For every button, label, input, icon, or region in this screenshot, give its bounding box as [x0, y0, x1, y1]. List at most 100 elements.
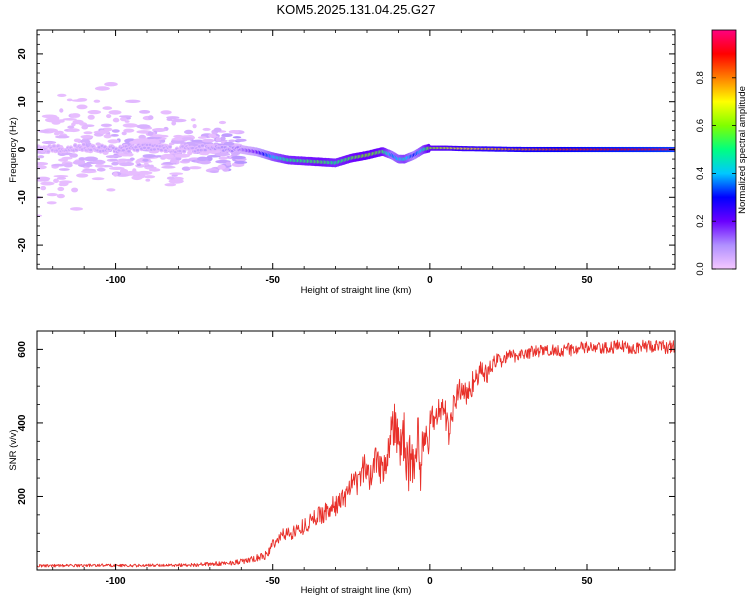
- spectrogram-cell: [71, 187, 79, 193]
- spectrogram-cell: [123, 128, 135, 133]
- spectrogram-cell: [46, 193, 58, 197]
- spectrogram-cell: [67, 128, 80, 133]
- spectrogram-cell: [218, 120, 227, 125]
- spectrogram-cell: [45, 117, 60, 123]
- spectrogram-cell: [111, 129, 120, 133]
- spectrogram-cell: [110, 134, 119, 137]
- spectrogram-cell: [149, 164, 154, 168]
- spectrogram-cell: [83, 131, 93, 135]
- spectrogram-cell: [131, 175, 143, 181]
- spectrogram-cell: [38, 129, 50, 133]
- spectrogram-x-tick-label: -50: [265, 275, 280, 286]
- snr-x-tick-label: 50: [581, 576, 593, 587]
- spectrogram-cell: [143, 162, 149, 166]
- spectrogram-cell: [191, 139, 205, 143]
- spectrogram-cell: [225, 161, 232, 166]
- snr-x-tick-label: -50: [265, 576, 280, 587]
- colorbar-tick-label: 0.6: [695, 119, 706, 132]
- spectrogram-cell: [107, 139, 120, 144]
- spectrogram-cell: [106, 114, 112, 119]
- colorbar: 0.0 0.2 0.4 0.6 0.8 Normalized spectral ampl…: [695, 29, 748, 276]
- spectrogram-y-tick-label: 20: [17, 48, 28, 60]
- spectrogram-cell: [164, 183, 177, 187]
- snr-y-tick-label: 600: [17, 341, 28, 358]
- spectrogram-cell: [41, 140, 57, 145]
- spectrogram-cell: [147, 115, 154, 120]
- spectrogram-cell: [230, 153, 238, 157]
- spectrogram-cell: [81, 125, 89, 130]
- spectrogram-x-ticks: -100 -50 0 50: [52, 30, 651, 286]
- spectrogram-cell: [169, 159, 178, 164]
- spectrogram-cell: [199, 152, 209, 156]
- spectrogram-cell: [92, 159, 106, 165]
- spectrogram-cell: [113, 172, 118, 177]
- snr-x-axis-label: Height of straight line (km): [301, 585, 412, 596]
- spectrogram-cell: [178, 149, 182, 153]
- spectrogram-x-tick-label: 0: [427, 275, 433, 286]
- snr-panel: -100 -50 0 50 200 400 600 Height of straight …: [8, 330, 676, 596]
- spectrogram-x-axis-label: Height of straight line (km): [301, 285, 412, 296]
- spectrogram-cell: [209, 170, 219, 173]
- spectrogram-cell: [136, 170, 153, 175]
- spectrogram-cell: [120, 117, 127, 122]
- spectrogram-cell: [37, 165, 47, 170]
- spectrogram-cell: [181, 166, 191, 171]
- spectrogram-y-axis-label: Frequency (Hz): [8, 117, 19, 182]
- spectrogram-cell: [228, 130, 240, 134]
- spectrogram-cell: [135, 159, 140, 165]
- spectrogram-cell: [70, 207, 83, 211]
- spectrogram-cell: [215, 137, 222, 142]
- colorbar-tick-label: 0.2: [695, 215, 706, 228]
- spectrogram-cell: [40, 185, 47, 191]
- snr-x-tick-label: 0: [427, 576, 433, 587]
- spectrogram-cell: [119, 115, 132, 118]
- spectrogram-y-tick-label: -20: [17, 237, 28, 252]
- spectrogram-x-tick-label: 50: [581, 275, 593, 286]
- spectrogram-cell: [76, 104, 88, 110]
- spectrogram-cell: [106, 188, 116, 192]
- spectrogram-cell: [46, 150, 50, 153]
- snr-x-ticks: -100 -50 0 50: [52, 331, 651, 587]
- spectrogram-cell: [142, 158, 149, 162]
- spectrogram-cell: [82, 143, 86, 146]
- spectrogram-cell: [184, 129, 194, 135]
- spectrogram-cell: [159, 148, 164, 152]
- spectrogram-cell: [125, 99, 141, 104]
- spectrogram-cell: [218, 156, 228, 160]
- spectrogram-cell: [127, 150, 131, 153]
- spectrogram-cell: [73, 138, 81, 143]
- spectrogram-cell: [37, 176, 51, 181]
- spectrogram-cell: [235, 138, 247, 142]
- spectrogram-cell: [66, 98, 73, 102]
- spectrogram-cell: [140, 140, 152, 143]
- spectrogram-cell: [129, 157, 135, 161]
- spectrogram-cell: [143, 175, 156, 179]
- spectrogram-cell: [119, 162, 131, 167]
- spectrogram-cell: [83, 156, 99, 162]
- spectrogram-cell: [108, 110, 122, 115]
- spectrogram-cell: [69, 153, 78, 158]
- spectrogram-cell: [221, 133, 233, 138]
- snr-y-tick-label: 200: [17, 488, 28, 505]
- spectrogram-cell: [188, 166, 202, 170]
- spectrogram-cell: [228, 139, 236, 143]
- spectrogram-cell: [99, 129, 106, 135]
- spectrogram-cell: [200, 144, 205, 147]
- spectrogram-cell: [161, 153, 174, 159]
- spectrogram-cell: [100, 123, 112, 128]
- spectrogram-cell: [174, 153, 190, 158]
- spectrogram-cell: [76, 173, 89, 178]
- spectrogram-cell: [213, 127, 222, 133]
- spectrogram-cell: [124, 120, 130, 123]
- spectrogram-cell: [52, 145, 56, 148]
- spectrogram-cell: [217, 164, 226, 170]
- spectrogram-cell: [87, 114, 95, 120]
- spectrogram-cell: [230, 149, 234, 153]
- spectrogram-cell: [57, 186, 65, 192]
- spectrogram-y-tick-label: -10: [17, 190, 28, 205]
- spectrogram-cell: [172, 176, 184, 181]
- spectrogram-cell: [151, 140, 161, 145]
- spectrogram-cell: [94, 164, 105, 168]
- colorbar-tick-label: 0.8: [695, 71, 706, 84]
